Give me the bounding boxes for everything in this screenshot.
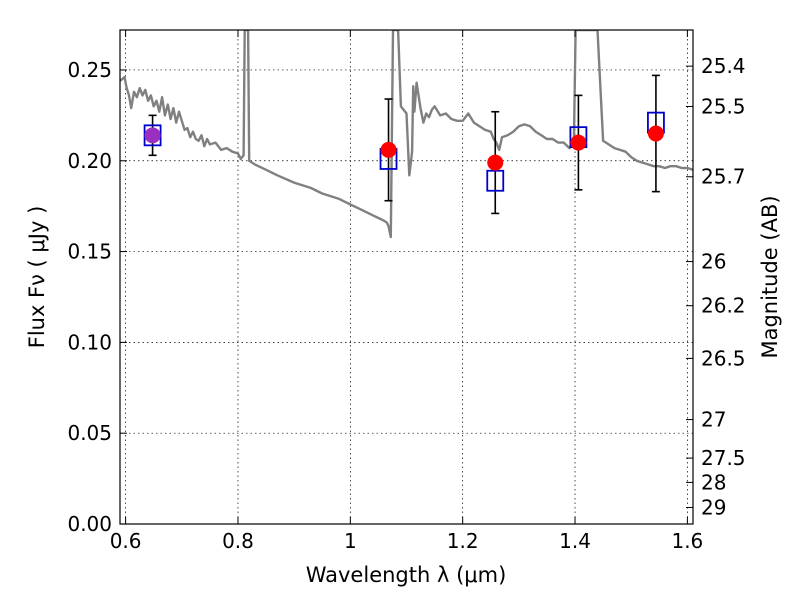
right-tick-label: 27.5	[701, 446, 746, 470]
model-spectrum-line	[120, 30, 693, 239]
right-tick-label: 26	[701, 250, 726, 274]
right-axis-title: Magnitude (AB)	[758, 195, 782, 358]
model-photometry-square	[486, 169, 505, 192]
observed-data-point	[647, 125, 664, 142]
right-tick-label: 25.5	[701, 94, 746, 118]
y-tick-label: 0.20	[67, 149, 112, 173]
y-tick-label: 0.25	[67, 58, 112, 82]
x-tick-label: 1.4	[559, 529, 591, 553]
x-tick-label: 1	[344, 529, 357, 553]
x-axis-title: Wavelength λ (μm)	[306, 563, 507, 587]
y-tick-label: 0.05	[67, 421, 112, 445]
observed-data-point	[380, 141, 397, 158]
axis-ticks: 0.6 0.8 1 1.2 1.4 1.6 0.00 0.05 0.10 0.15 0.20 0.25…	[67, 30, 746, 553]
x-tick-label: 1.2	[447, 529, 479, 553]
highlighted-data-point	[144, 127, 161, 144]
right-tick-label: 27	[701, 408, 726, 432]
observed-data-point	[570, 134, 587, 151]
x-tick-label: 0.8	[222, 529, 254, 553]
x-tick-label: 0.6	[110, 529, 142, 553]
right-tick-label: 26.2	[701, 294, 746, 318]
x-tick-label: 1.6	[671, 529, 703, 553]
observed-data-point	[487, 154, 504, 171]
y-tick-label: 0.00	[67, 512, 112, 536]
right-tick-label: 29	[701, 495, 726, 519]
right-tick-label: 25.7	[701, 165, 746, 189]
y-tick-label: 0.15	[67, 240, 112, 264]
right-tick-label: 25.4	[701, 54, 746, 78]
right-tick-label: 26.5	[701, 346, 746, 370]
right-tick-label: 28	[701, 470, 726, 494]
y-axis-title: Flux Fν ( μJy )	[25, 206, 49, 349]
y-tick-label: 0.10	[67, 330, 112, 354]
plot-area	[120, 30, 693, 239]
plot-frame	[119, 29, 694, 525]
